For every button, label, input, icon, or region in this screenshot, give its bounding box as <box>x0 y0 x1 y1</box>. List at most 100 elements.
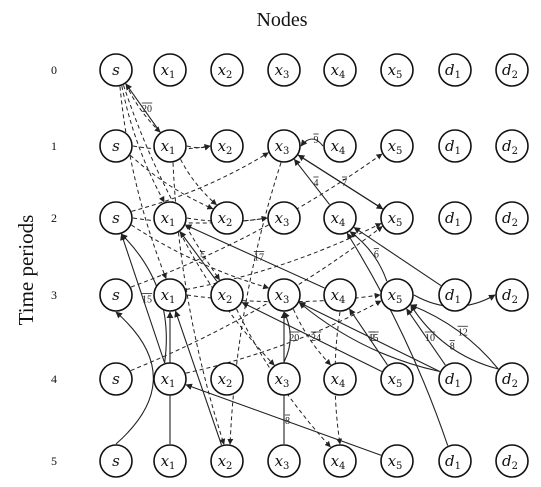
solid-arc-16 <box>410 304 499 370</box>
node-circle <box>380 53 414 87</box>
arc-weight-label: 5 <box>200 253 205 264</box>
node-circle <box>323 201 357 235</box>
node-label: x1 <box>161 370 176 390</box>
node-circle <box>153 53 187 87</box>
dashed-arc-13 <box>131 224 270 290</box>
node-circle <box>267 129 301 163</box>
node-label: s <box>112 286 120 304</box>
node-label: x3 <box>275 209 290 229</box>
node-circle <box>99 444 133 478</box>
node-d2-t0: d2 <box>495 53 529 87</box>
node-label: x4 <box>331 370 346 390</box>
node-label: x2 <box>218 370 233 390</box>
node-x4-t5: x4 <box>323 444 357 478</box>
node-x2-t3: x2 <box>210 278 244 312</box>
node-x1-t2: x1 <box>153 201 187 235</box>
solid-arc-9 <box>120 233 166 364</box>
solid-arc-14 <box>349 308 388 366</box>
dashed-arc-19 <box>130 153 383 288</box>
solid-arc-12 <box>298 302 440 373</box>
node-label: d2 <box>502 209 518 229</box>
node-x1-t3: x1 <box>153 278 187 312</box>
node-circle <box>438 278 472 312</box>
node-x4-t4: x4 <box>323 362 357 396</box>
solid-arc-6 <box>184 224 325 289</box>
node-circle <box>380 362 414 396</box>
node-label: x5 <box>388 370 403 390</box>
dashed-arc-21 <box>186 292 381 303</box>
node-label: x3 <box>275 286 290 306</box>
node-circle <box>153 129 187 163</box>
dashed-arc-3 <box>123 85 220 281</box>
node-circle <box>438 53 472 87</box>
dashed-arc-0 <box>125 83 161 133</box>
node-d1-t2: d1 <box>438 201 472 235</box>
node-label: d2 <box>502 452 518 472</box>
node-x2-t1: x2 <box>210 129 244 163</box>
solid-arcs: 2094751761524152021012895158 <box>115 83 499 456</box>
node-x5-t4: x5 <box>380 362 414 396</box>
arc-weight-label: 8 <box>285 416 290 427</box>
node-label: x5 <box>388 452 403 472</box>
node-label: x1 <box>161 209 176 229</box>
solid-arc-24 <box>185 383 382 456</box>
arc-weight-label: 24 <box>311 333 321 344</box>
node-label: x5 <box>388 209 403 229</box>
solid-arc-7 <box>349 231 388 282</box>
node-label: d1 <box>445 209 461 229</box>
arc-weight-label: 4 <box>314 178 319 189</box>
node-x3-t1: x3 <box>267 129 301 163</box>
node-d1-t1: d1 <box>438 129 472 163</box>
node-grid: s x1 x2 x3 x4 x5 d1 d2 s x1 x2 x3 x4 x5 d1 d2 s x1 x2 x3 x4 x… <box>99 53 529 478</box>
node-x1-t0: x1 <box>153 53 187 87</box>
solid-arc-5 <box>179 231 218 282</box>
period-tick-2: 2 <box>51 211 57 225</box>
node-label: s <box>112 452 120 470</box>
node-label: s <box>112 137 120 155</box>
arc-weight-label: 10 <box>425 333 435 344</box>
arc-weight-label: 17 <box>254 253 264 264</box>
node-circle <box>323 129 357 163</box>
period-ticks: 0 1 2 3 4 5 <box>51 63 57 468</box>
node-label: x1 <box>161 61 176 81</box>
node-circle <box>380 129 414 163</box>
node-label: x1 <box>161 452 176 472</box>
dashed-arc-8 <box>172 162 226 445</box>
arc-weight-label: 15 <box>369 333 379 344</box>
node-s-t0: s <box>99 53 133 87</box>
node-circle <box>438 129 472 163</box>
node-label: x2 <box>218 209 233 229</box>
dashed-arc-14 <box>186 215 268 222</box>
node-x4-t3: x4 <box>323 278 357 312</box>
dashed-arc-27 <box>185 300 382 374</box>
node-x4-t2: x4 <box>323 201 357 235</box>
node-circle <box>438 444 472 478</box>
dashed-arc-9 <box>227 162 282 445</box>
node-d1-t4: d1 <box>438 362 472 396</box>
solid-arc-17 <box>410 304 499 370</box>
node-label: x3 <box>275 61 290 81</box>
node-label: d1 <box>445 61 461 81</box>
node-circle <box>495 362 529 396</box>
node-circle <box>99 278 133 312</box>
node-circle <box>438 362 472 396</box>
node-label: s <box>112 370 120 388</box>
arc-weight-label: 6 <box>374 250 379 261</box>
node-label: d2 <box>502 370 518 390</box>
node-s-t1: s <box>99 129 133 163</box>
node-circle <box>267 362 301 396</box>
node-label: x1 <box>161 137 176 157</box>
node-label: x3 <box>275 137 290 157</box>
node-x5-t0: x5 <box>380 53 414 87</box>
node-label: d1 <box>445 452 461 472</box>
node-d1-t0: d1 <box>438 53 472 87</box>
node-d2-t2: d2 <box>495 201 529 235</box>
arc-weight-label: 12 <box>458 327 468 338</box>
node-circle <box>210 278 244 312</box>
node-circle <box>210 53 244 87</box>
period-tick-5: 5 <box>51 454 57 468</box>
node-d2-t3: d2 <box>495 278 529 312</box>
period-tick-4: 4 <box>51 372 57 386</box>
node-x2-t2: x2 <box>210 201 244 235</box>
